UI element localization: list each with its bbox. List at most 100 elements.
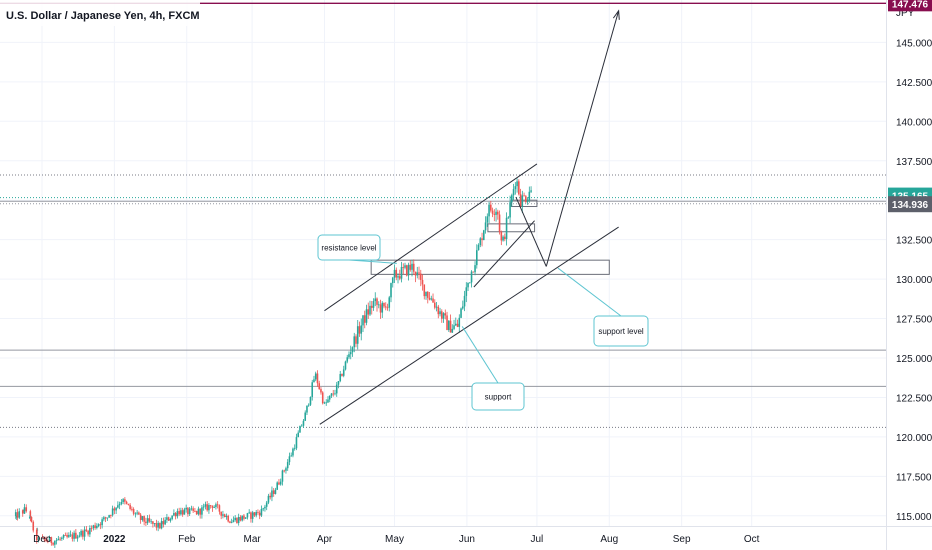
- candle-body: [180, 510, 182, 515]
- candle-body: [360, 325, 363, 334]
- candle-body: [483, 230, 485, 241]
- candle-body: [190, 508, 193, 510]
- range-rectangle[interactable]: [510, 199, 538, 208]
- callout-box[interactable]: [471, 382, 525, 411]
- candle-body: [404, 265, 406, 268]
- candle-body: [379, 304, 382, 313]
- candle-body: [451, 328, 454, 333]
- trend-line[interactable]: [515, 196, 547, 267]
- candle-body: [490, 204, 492, 211]
- trend-line[interactable]: [545, 10, 620, 267]
- candle-body: [386, 307, 389, 309]
- price-tick-label: 115.000: [896, 512, 932, 523]
- candle-body: [432, 298, 434, 303]
- candle-body: [124, 499, 126, 502]
- candle-body: [279, 481, 282, 485]
- candle-body: [446, 315, 448, 330]
- candle-body: [377, 304, 380, 306]
- candle-body: [430, 298, 433, 300]
- candle-body: [288, 456, 291, 463]
- candle-body: [136, 512, 138, 514]
- candle-body: [369, 305, 371, 315]
- candle-body: [405, 265, 408, 276]
- candle-body: [421, 279, 424, 285]
- candle-body: [127, 503, 130, 505]
- candle-body: [425, 291, 427, 297]
- price-tick-label: 142.500: [896, 78, 932, 89]
- candle-body: [176, 511, 179, 517]
- candle-body: [110, 515, 112, 516]
- candle-body: [260, 508, 263, 516]
- candle-body: [187, 507, 189, 515]
- range-rectangle[interactable]: [370, 259, 610, 275]
- candle-body: [21, 510, 24, 514]
- candle-body: [521, 195, 524, 207]
- candle-body: [194, 510, 196, 512]
- candle-body: [248, 512, 250, 514]
- candle-body: [374, 298, 377, 302]
- candle-body: [367, 309, 370, 315]
- trend-line[interactable]: [324, 163, 538, 312]
- candle-body: [433, 302, 436, 308]
- candle-body: [323, 402, 326, 404]
- candle-body: [376, 298, 378, 305]
- callout-box[interactable]: [317, 234, 381, 261]
- candle-body: [397, 276, 399, 278]
- price-label-tag: [888, 0, 932, 12]
- candle-body: [523, 195, 525, 197]
- callout-pointer: [557, 267, 622, 317]
- candle-body: [32, 521, 35, 531]
- candle-body: [171, 515, 173, 520]
- candle-body: [131, 508, 133, 510]
- candle-body: [297, 432, 300, 438]
- candle-body: [55, 540, 58, 542]
- candle-body: [372, 301, 375, 308]
- price-tick-label: 117.500: [896, 472, 932, 483]
- candle-body: [113, 508, 116, 511]
- candle-body: [470, 271, 473, 283]
- candle-body: [150, 521, 152, 523]
- candle-body: [222, 514, 224, 516]
- candle-body: [96, 525, 98, 528]
- candle-body: [409, 264, 412, 270]
- candle-body: [92, 525, 95, 529]
- candle-body: [306, 405, 308, 413]
- candle-body: [335, 384, 338, 394]
- range-rectangle[interactable]: [487, 223, 536, 233]
- candle-body: [299, 426, 301, 433]
- candle-body: [237, 517, 240, 523]
- candle-body: [104, 517, 107, 519]
- trend-line[interactable]: [319, 226, 619, 425]
- candle-body: [348, 354, 350, 358]
- candle-body: [152, 521, 154, 524]
- candle-body: [258, 512, 261, 516]
- candle-body: [108, 515, 110, 518]
- candle-body: [174, 513, 177, 517]
- candle-body: [302, 420, 305, 426]
- candle-body: [15, 516, 18, 518]
- candle-body: [342, 369, 345, 376]
- candle-body: [45, 539, 47, 542]
- candle-body: [201, 507, 203, 515]
- candle-body: [416, 272, 419, 276]
- candle-body: [138, 512, 140, 515]
- trend-line[interactable]: [473, 220, 535, 288]
- arrow-head: [612, 9, 620, 20]
- candle-body: [334, 393, 336, 395]
- candle-body: [467, 282, 469, 288]
- candle-body: [391, 277, 394, 284]
- candle-body: [351, 347, 354, 353]
- candle-body: [292, 448, 294, 456]
- candle-body: [230, 522, 233, 523]
- candle-body: [71, 534, 74, 539]
- candle-body: [239, 517, 242, 521]
- candle-body: [115, 507, 117, 511]
- candle-body: [272, 490, 275, 494]
- candle-body: [99, 524, 102, 526]
- callout-box[interactable]: [593, 315, 649, 347]
- candle-body: [145, 521, 147, 524]
- candle-body: [122, 499, 124, 503]
- candle-body: [264, 506, 266, 509]
